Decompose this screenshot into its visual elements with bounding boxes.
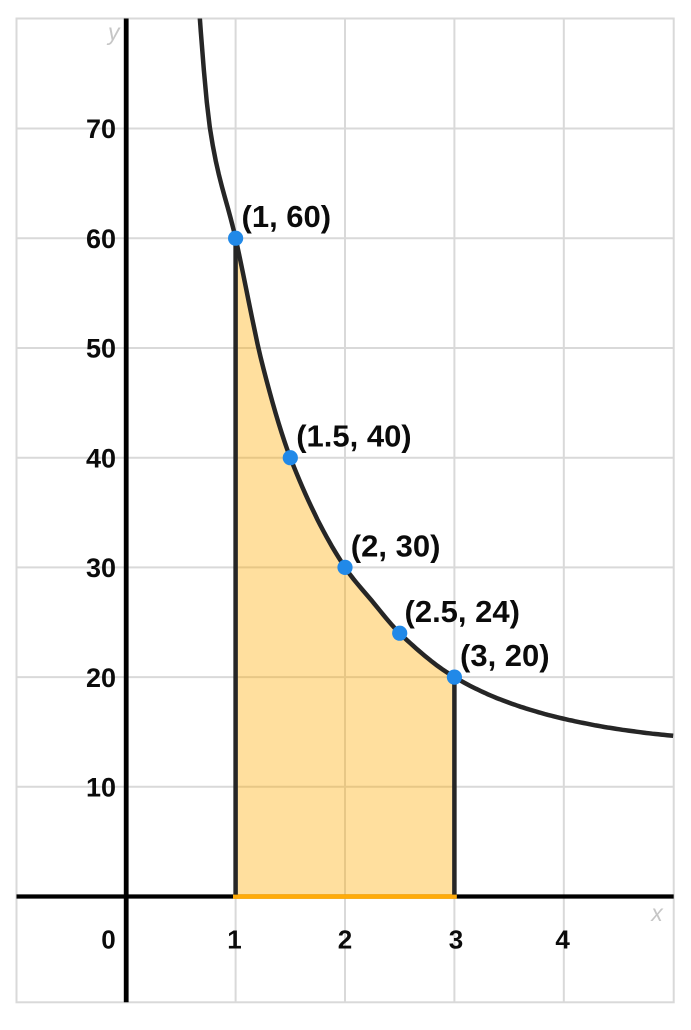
- svg-text:2: 2: [338, 924, 352, 954]
- svg-text:(2.5, 24): (2.5, 24): [405, 594, 520, 629]
- svg-text:(2, 30): (2, 30): [351, 528, 441, 563]
- svg-text:50: 50: [86, 334, 116, 364]
- svg-text:x: x: [650, 900, 664, 926]
- svg-text:40: 40: [86, 443, 116, 473]
- svg-text:1: 1: [227, 924, 241, 954]
- svg-text:3: 3: [449, 924, 463, 954]
- svg-text:20: 20: [86, 663, 116, 693]
- svg-text:(1.5, 40): (1.5, 40): [296, 419, 411, 454]
- svg-text:30: 30: [86, 553, 116, 583]
- svg-text:y: y: [106, 19, 121, 45]
- svg-text:10: 10: [86, 773, 116, 803]
- svg-text:0: 0: [101, 924, 115, 954]
- svg-text:(3, 20): (3, 20): [460, 638, 550, 673]
- svg-text:60: 60: [86, 224, 116, 254]
- svg-text:70: 70: [86, 114, 116, 144]
- svg-text:(1, 60): (1, 60): [242, 199, 332, 234]
- svg-text:4: 4: [555, 924, 570, 954]
